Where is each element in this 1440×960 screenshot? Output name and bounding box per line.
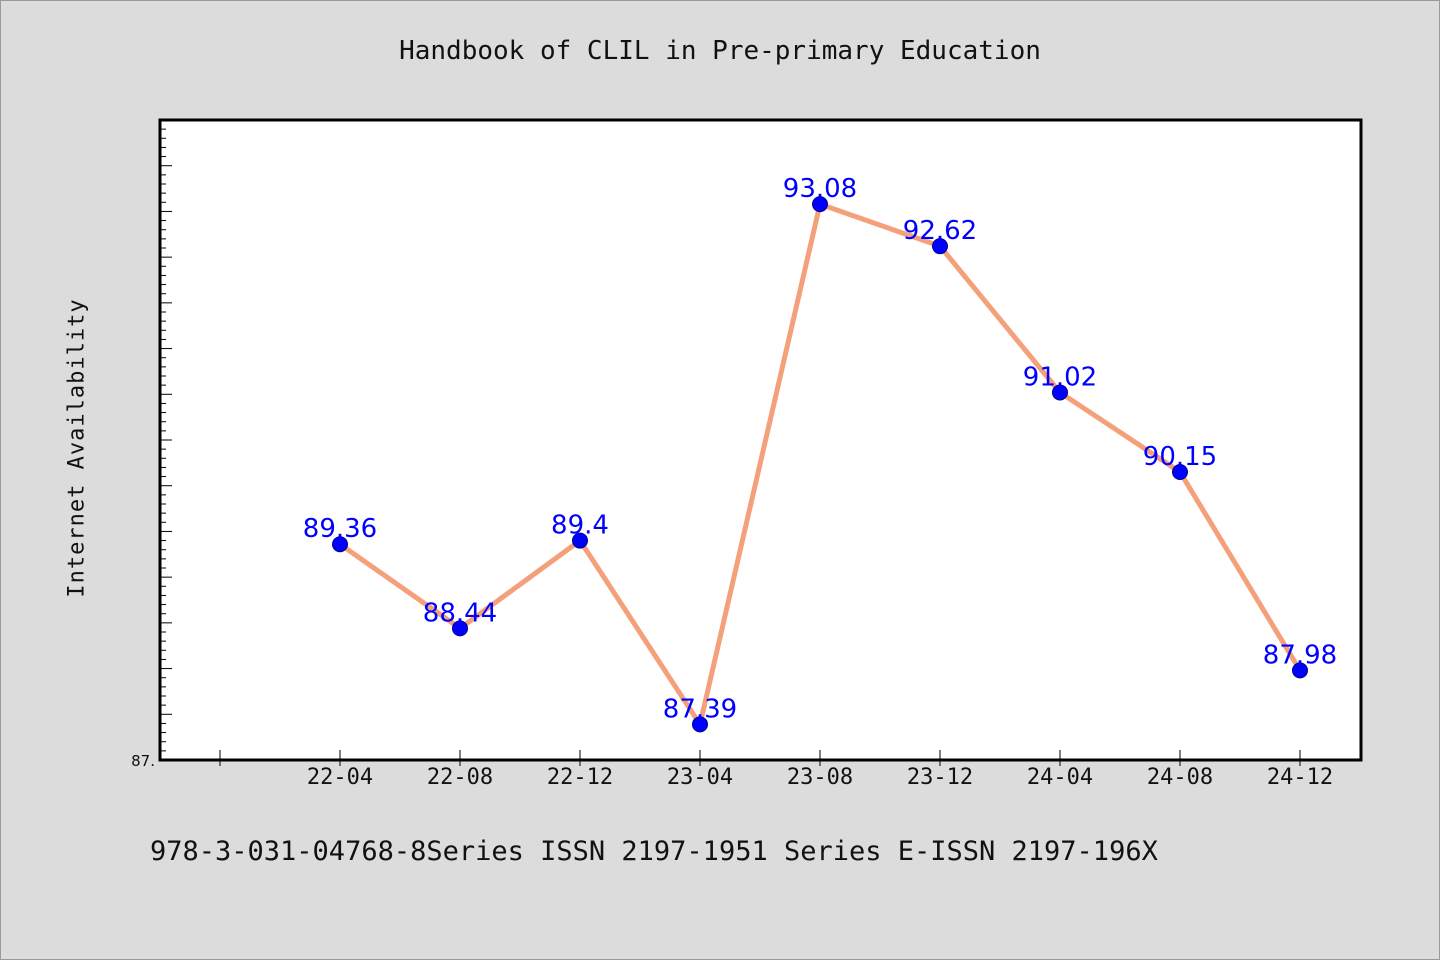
data-point — [452, 620, 468, 637]
data-point — [332, 536, 348, 553]
data-point — [572, 532, 588, 549]
data-label: 91.02 — [1023, 362, 1097, 392]
x-tick-label: 24-12 — [1267, 765, 1333, 790]
data-label: 88.44 — [423, 598, 497, 628]
x-tick-label: 24-04 — [1027, 765, 1093, 790]
x-tick-label: 23-04 — [667, 765, 733, 790]
chart-title: Handbook of CLIL in Pre-primary Educatio… — [399, 36, 1041, 66]
data-point — [1292, 662, 1308, 679]
data-label: 89.36 — [303, 514, 377, 544]
x-tick-label: 22-08 — [427, 765, 493, 790]
y-axis-ticks — [160, 128, 172, 761]
series-layer: 89.36 88.44 89.4 87.39 93.08 92.62 91.02 90.15 8… — [303, 174, 1337, 733]
data-label: 93.08 — [783, 174, 857, 204]
data-point — [812, 196, 828, 213]
data-label: 87.39 — [663, 694, 737, 724]
x-axis-ticks: 22-04 22-08 22-12 23-04 23-08 23-12 24-04 24-08… — [219, 750, 1333, 790]
x-tick-label: 24-08 — [1147, 765, 1213, 790]
data-label: 87.98 — [1263, 640, 1337, 670]
data-point — [932, 238, 948, 255]
x-tick-label: 23-12 — [907, 765, 973, 790]
data-label: 90.15 — [1143, 442, 1217, 472]
x-tick-label: 22-12 — [547, 765, 613, 790]
y-axis-min-label: 87. — [131, 752, 155, 770]
data-point — [1172, 464, 1188, 480]
plot-area — [158, 118, 1363, 762]
x-tick-label: 22-04 — [307, 765, 373, 790]
x-tick-label: 23-08 — [787, 765, 853, 790]
footer-note: 978-3-031-04768-8Series ISSN 2197-1951 S… — [150, 836, 1158, 867]
data-point — [692, 716, 708, 733]
data-label: 92.62 — [903, 216, 977, 246]
data-label: 89.4 — [551, 511, 609, 541]
data-point — [1052, 384, 1068, 401]
